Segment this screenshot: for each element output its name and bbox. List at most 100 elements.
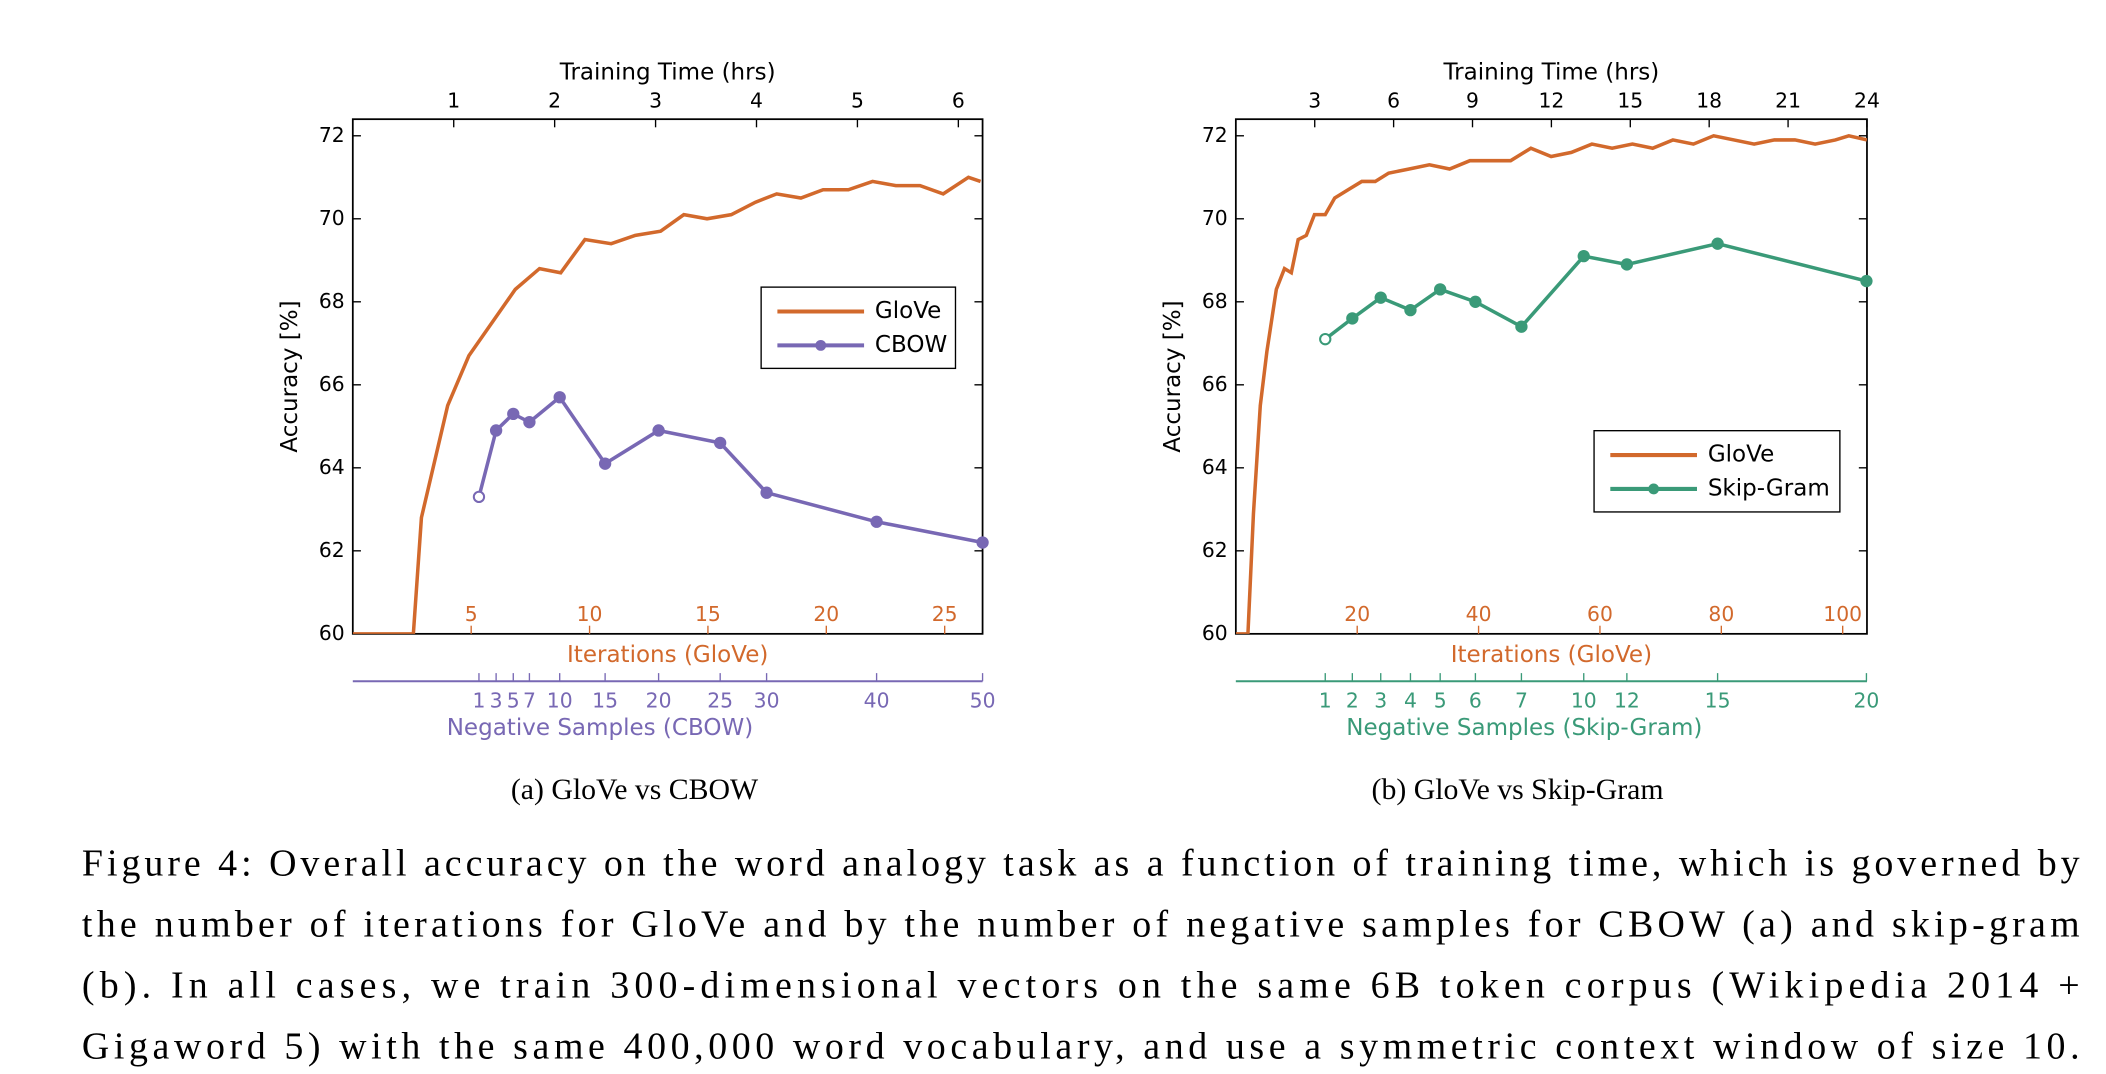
legend-label: CBOW <box>875 332 947 358</box>
samples-tick-label: 12 <box>1614 689 1640 713</box>
samples-tick-label: 40 <box>864 689 890 713</box>
x-top-tick-label: 6 <box>1387 89 1400 113</box>
iteration-tick-label: 100 <box>1823 602 1862 626</box>
legend-marker <box>1648 483 1660 495</box>
samples-tick-label: 7 <box>523 689 536 713</box>
x-top-tick-label: 2 <box>548 89 561 113</box>
legend-label: GloVe <box>875 298 941 324</box>
legend-box <box>1593 430 1841 513</box>
samples-tick-label: 1 <box>472 689 485 713</box>
iteration-axis-label: Iterations (GloVe) <box>567 642 768 668</box>
samples-tick-label: 10 <box>1571 689 1597 713</box>
y-tick-label: 62 <box>1202 538 1228 562</box>
x-top-tick-label: 21 <box>1775 89 1801 113</box>
iteration-tick-label: 40 <box>1466 602 1492 626</box>
x-top-tick-label: 5 <box>851 89 864 113</box>
y-tick-label: 62 <box>319 538 345 562</box>
point <box>1404 303 1417 317</box>
samples-tick-label: 15 <box>1705 689 1731 713</box>
samples-tick-label: 5 <box>507 689 520 713</box>
samples-tick-label: 15 <box>592 689 618 713</box>
x-top-tick-label: 4 <box>750 89 763 113</box>
y-tick-label: 66 <box>1202 372 1228 396</box>
caption-line: the number of iterations for GloVe and b… <box>82 903 2080 945</box>
point <box>870 515 883 528</box>
plot-frame <box>351 118 984 635</box>
x-top-tick-label: 1 <box>447 89 460 113</box>
y-tick-label: 64 <box>1202 455 1228 479</box>
point <box>523 416 536 429</box>
series-line <box>1235 133 1867 634</box>
point <box>598 457 612 470</box>
samples-tick-label: 30 <box>754 689 780 713</box>
samples-tick-label: 7 <box>1515 689 1528 713</box>
series-line <box>1324 241 1867 341</box>
point <box>489 424 503 437</box>
y-tick-label: 64 <box>319 455 345 479</box>
iteration-tick-label: 15 <box>695 602 721 626</box>
y-axis-label: Accuracy [%] <box>277 300 303 452</box>
point <box>1346 312 1359 325</box>
samples-tick-label: 4 <box>1404 689 1417 713</box>
samples-tick-label: 6 <box>1469 689 1482 713</box>
samples-tick-label: 10 <box>547 689 573 713</box>
x-top-tick-label: 24 <box>1854 89 1880 113</box>
iteration-tick-label: 60 <box>1587 602 1613 626</box>
x-top-tick-label: 3 <box>649 89 662 113</box>
point <box>1620 258 1634 271</box>
y-tick-label: 72 <box>319 123 345 147</box>
x-top-tick-label: 9 <box>1466 89 1479 113</box>
iteration-tick-label: 80 <box>1708 602 1734 626</box>
point <box>714 436 727 450</box>
x-top-tick-label: 6 <box>952 89 965 113</box>
plot-frame <box>1234 118 1868 635</box>
samples-axis-label: Negative Samples (CBOW) <box>447 715 753 741</box>
chart: 60 62 64 66 68 70 72 Accuracy [%] 1 2 3 4 5 6 Training… <box>277 60 995 807</box>
point <box>507 407 520 421</box>
series-line <box>477 394 983 545</box>
y-tick-label: 60 <box>319 621 345 645</box>
y-tick-label: 70 <box>319 206 345 230</box>
y-tick-label: 72 <box>1202 123 1228 147</box>
point <box>553 391 566 404</box>
point <box>652 424 665 437</box>
samples-tick-label: 1 <box>1319 689 1332 713</box>
legend-box <box>760 286 957 370</box>
point <box>760 486 773 499</box>
point <box>1374 291 1387 304</box>
y-tick-label: 68 <box>1202 289 1228 313</box>
x-top-tick-label: 18 <box>1696 89 1722 113</box>
point <box>1577 249 1590 263</box>
x-top-axis-label: Training Time (hrs) <box>1443 60 1660 86</box>
caption-line: Gigaword 5) with the same 400,000 word v… <box>82 1025 2080 1067</box>
caption-line: Figure 4: Overall accuracy on the word a… <box>82 842 2080 884</box>
point <box>1860 274 1873 288</box>
y-tick-label: 68 <box>319 289 345 313</box>
x-top-axis-label: Training Time (hrs) <box>559 60 776 86</box>
samples-tick-label: 50 <box>970 689 996 713</box>
iteration-tick-label: 20 <box>1344 602 1370 626</box>
samples-tick-label: 25 <box>707 689 733 713</box>
y-tick-label: 70 <box>1202 206 1228 230</box>
point <box>1711 237 1724 250</box>
samples-tick-label: 20 <box>646 689 672 713</box>
iteration-tick-label: 5 <box>465 602 478 626</box>
series-line <box>352 175 982 634</box>
legend-label: Skip-Gram <box>1708 475 1830 501</box>
caption-line: (b). In all cases, we train 300-dimensio… <box>82 964 2080 1006</box>
point <box>1434 283 1447 296</box>
point <box>1319 332 1332 346</box>
samples-tick-label: 2 <box>1346 689 1359 713</box>
legend-label: GloVe <box>1708 442 1774 468</box>
x-top-tick-label: 12 <box>1538 89 1564 113</box>
y-tick-label: 66 <box>319 372 345 396</box>
x-top-tick-label: 3 <box>1308 89 1321 113</box>
subcaption: (b) GloVe vs Skip-Gram <box>1372 773 1664 806</box>
point <box>472 490 486 504</box>
samples-tick-label: 3 <box>490 689 503 713</box>
iteration-tick-label: 25 <box>932 602 958 626</box>
samples-tick-label: 5 <box>1434 689 1447 713</box>
samples-axis-label: Negative Samples (Skip-Gram) <box>1346 715 1702 741</box>
